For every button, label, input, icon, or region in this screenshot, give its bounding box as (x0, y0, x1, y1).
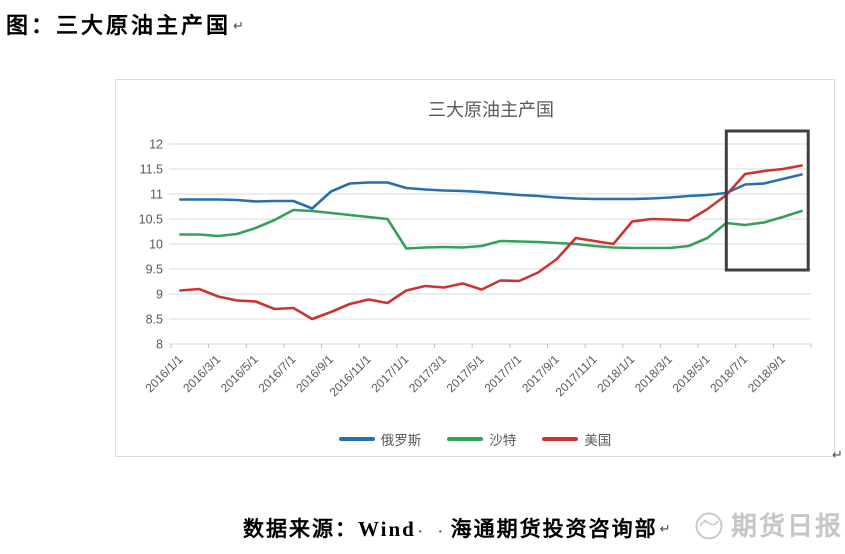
y-axis-label: 8 (156, 338, 163, 352)
x-axis-label: 2017/11/1 (553, 352, 600, 399)
document-title: 图：三大原油主产国 ↵ (6, 8, 244, 40)
x-axis-label: 2017/7/1 (481, 352, 524, 395)
legend-swatch-russia (338, 437, 375, 441)
source-suffix: 海通期货投资咨询部 (450, 517, 658, 541)
x-axis-label: 2016/1/1 (143, 352, 186, 395)
data-source-caption: 数据来源：Wind · ·海通期货投资咨询部 ↵ (243, 513, 671, 543)
legend-label-usa: 美国 (584, 433, 612, 448)
y-axis-label: 8.5 (146, 313, 163, 327)
x-axis-label: 2016/7/1 (256, 352, 299, 395)
highlight-box (724, 129, 810, 272)
y-axis-label: 11 (150, 188, 163, 202)
chart-title: 三大原油主产国 (428, 100, 554, 120)
y-axis-label: 9 (156, 288, 163, 302)
source-prefix: 数据来源：Wind (243, 517, 416, 541)
x-axis-label: 2017/5/1 (444, 352, 487, 395)
paragraph-mark-icon: ↵ (233, 19, 244, 34)
space-dots: · · (417, 525, 449, 540)
chart-image-frame[interactable]: 三大原油主产国 8 8.5 9 9.5 10 10.5 11 11.5 12 2016/1/1 201… (115, 79, 835, 457)
production-line-chart: 三大原油主产国88.599.51010.51111.5122016/1/1201… (139, 100, 812, 399)
legend-swatch-saudi (447, 437, 484, 441)
y-axis-label: 12 (149, 138, 163, 152)
series-line-usa (179, 164, 803, 321)
x-axis-label: 2018/5/1 (670, 352, 713, 395)
x-axis-label: 2018/7/1 (707, 352, 750, 395)
chart-legend: 俄罗斯 沙特 美国 (116, 429, 834, 449)
x-axis-label: 2017/1/1 (368, 352, 411, 395)
series-line-saudi (179, 208, 803, 250)
legend-swatch-usa (542, 437, 579, 441)
document-title-text: 图：三大原油主产国 (6, 13, 232, 38)
series-line-russia (179, 173, 803, 210)
legend-item-usa: 美国 (542, 429, 611, 449)
y-axis-label: 9.5 (146, 263, 163, 277)
paragraph-mark-icon: ↵ (832, 448, 843, 463)
legend-label-russia: 俄罗斯 (380, 433, 422, 448)
x-axis-label: 2018/9/1 (745, 352, 788, 395)
y-axis-label: 10.5 (139, 213, 163, 227)
futures-daily-logo-icon (695, 512, 723, 539)
x-axis-label: 2017/3/1 (406, 352, 449, 395)
y-axis-label: 11.5 (140, 163, 163, 177)
paragraph-mark-icon: ↵ (659, 522, 671, 537)
x-axis-label: 2016/3/1 (180, 352, 223, 395)
legend-label-saudi: 沙特 (489, 433, 517, 448)
x-axis-label: 2018/3/1 (632, 352, 675, 395)
watermark: 期货日报 (692, 506, 843, 543)
x-axis-label: 2016/11/1 (327, 352, 374, 399)
legend-item-russia: 俄罗斯 (338, 429, 422, 449)
x-axis-label: 2018/1/1 (594, 352, 637, 395)
legend-item-saudi: 沙特 (447, 429, 516, 449)
y-axis-label: 10 (149, 238, 163, 252)
watermark-text: 期货日报 (731, 511, 844, 541)
x-axis-label: 2016/5/1 (218, 352, 261, 395)
